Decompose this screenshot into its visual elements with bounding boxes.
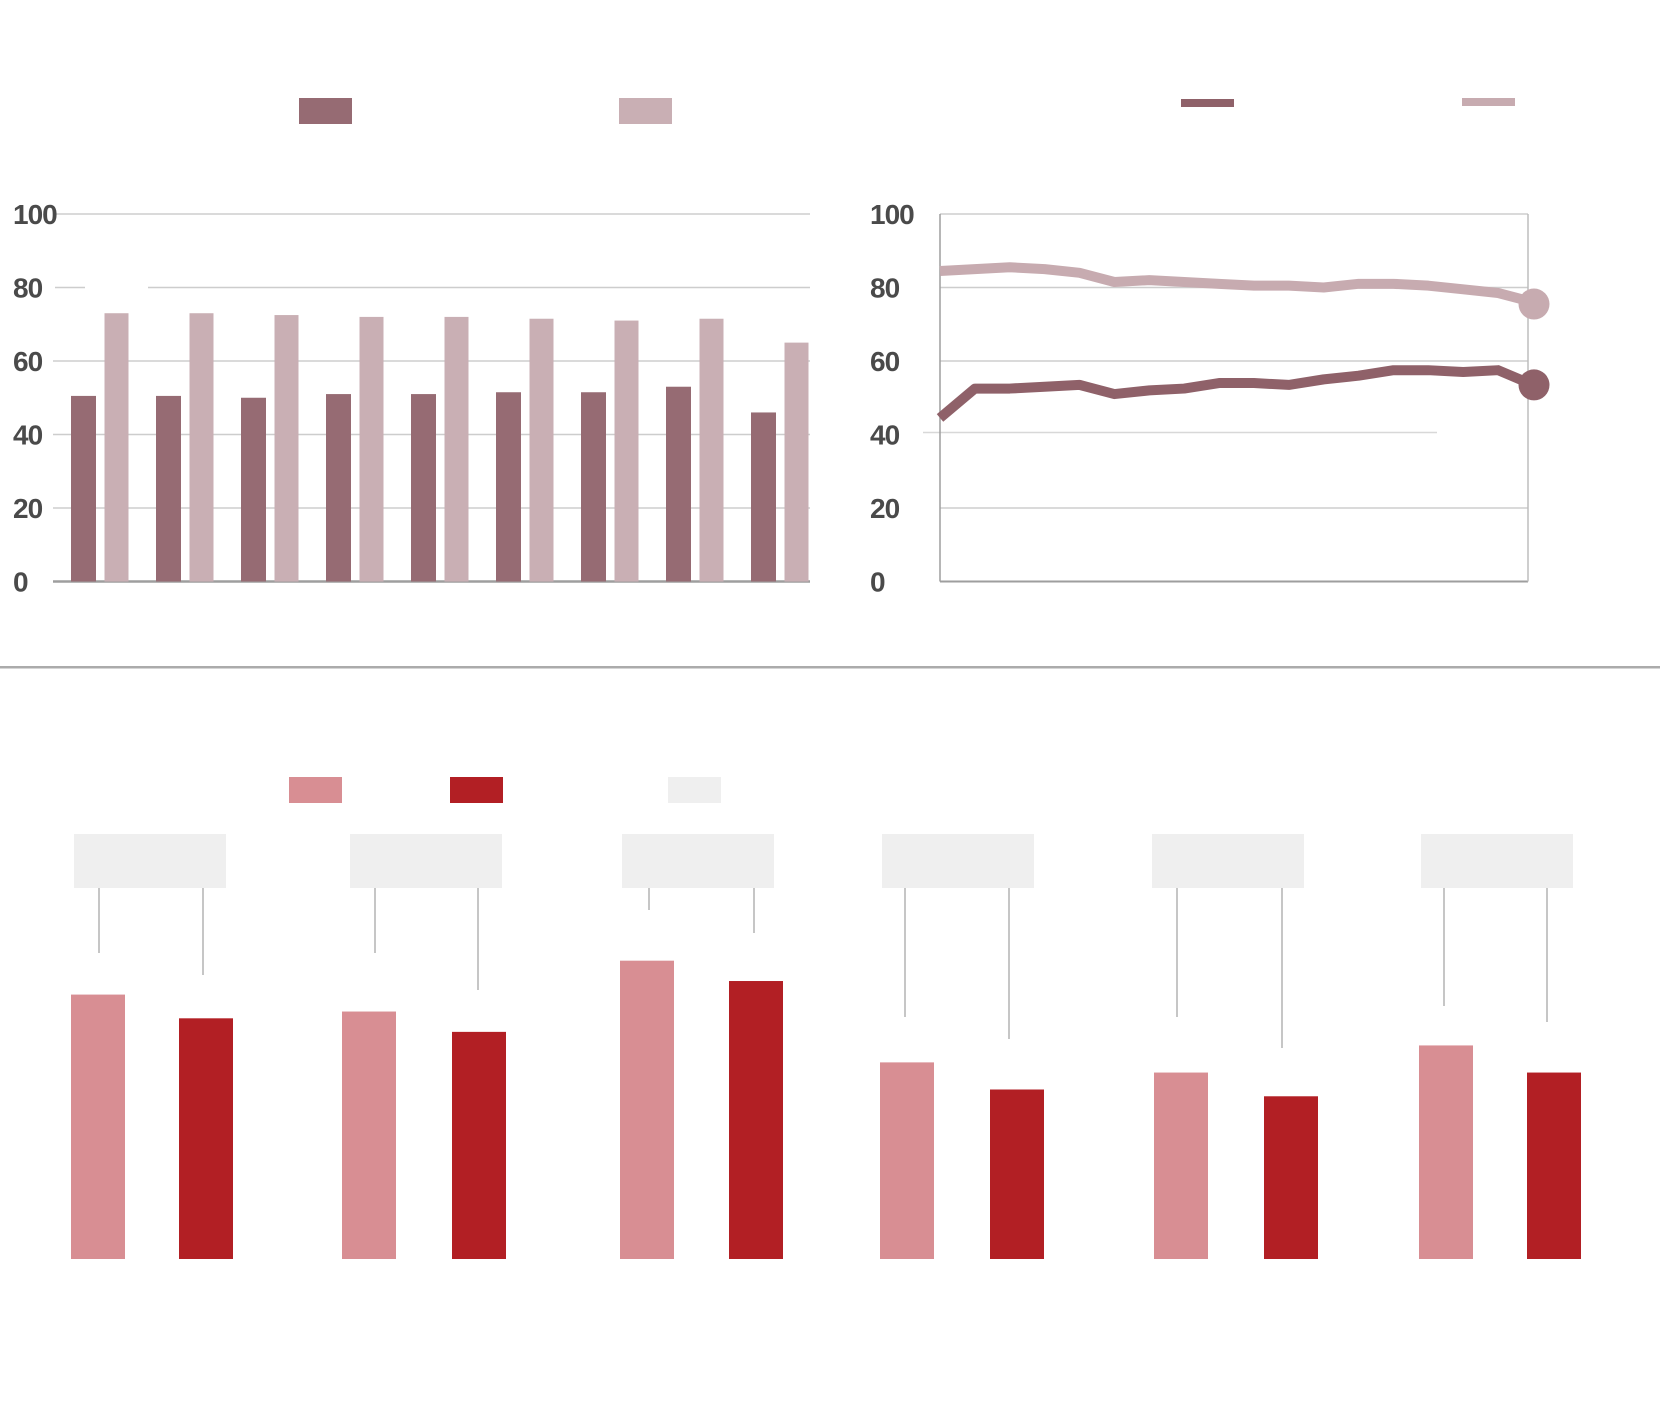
annotation-box: [1152, 834, 1304, 888]
legend-swatch-dark: [299, 98, 352, 124]
bar-dark: [326, 394, 351, 582]
legend-swatch-pink: [289, 777, 342, 803]
bar-dark: [241, 397, 266, 582]
bar-dark: [496, 392, 521, 582]
bar-pink: [880, 1062, 934, 1259]
y-tick-label: 80: [13, 273, 43, 304]
bar-dark: [666, 386, 691, 582]
legend-swatch-line-light: [1462, 98, 1515, 106]
bar-dark: [581, 392, 606, 582]
y-tick-label: 100: [870, 199, 914, 230]
bar-light: [444, 316, 469, 582]
bar-pink: [1419, 1045, 1473, 1259]
legend-swatch-line-dark: [1181, 99, 1234, 107]
bar-light: [104, 313, 129, 582]
bottom-chart: [71, 777, 1581, 1259]
section-divider: [0, 666, 1660, 669]
bar-pink: [1154, 1072, 1208, 1259]
legend-swatch-red: [450, 777, 503, 803]
bar-light: [614, 320, 639, 582]
y-tick-label: 0: [870, 567, 885, 598]
bar-pink: [71, 994, 125, 1259]
top-left-chart: 0 20 40 60 80 100: [13, 98, 810, 598]
bar-light: [359, 316, 384, 582]
bar-red: [179, 1018, 233, 1259]
bar-light: [274, 315, 299, 582]
line-light-end-dot: [1518, 288, 1550, 320]
annotation-box: [350, 834, 502, 888]
y-tick-label: 100: [13, 199, 57, 230]
bar-pink: [620, 960, 674, 1259]
y-tick-label: 0: [13, 567, 28, 598]
legend-swatch-light: [619, 98, 672, 124]
bar-dark: [751, 412, 776, 582]
bar-pink: [342, 1011, 396, 1259]
annotation-box: [74, 834, 226, 888]
bar-dark: [156, 395, 181, 582]
legend-swatch-gray: [668, 777, 721, 803]
bar-dark: [411, 394, 436, 582]
line-light: [939, 262, 1535, 308]
bar-red: [729, 981, 783, 1259]
bar-light: [529, 318, 554, 582]
bar-light: [189, 313, 214, 582]
y-tick-label: 20: [13, 493, 43, 524]
bar-red: [990, 1089, 1044, 1259]
line-dark-end-dot: [1518, 369, 1550, 401]
bar-light: [784, 342, 809, 582]
annotation-box: [882, 834, 1034, 888]
y-tick-label: 60: [13, 346, 43, 377]
annotation-box: [1421, 834, 1573, 888]
y-tick-label: 60: [870, 346, 900, 377]
top-right-chart: 0 20 40 60 80 100: [870, 98, 1550, 598]
bar-dark: [71, 395, 96, 582]
bar-red: [1527, 1072, 1581, 1259]
bar-red: [1264, 1096, 1318, 1259]
bar-light: [699, 318, 724, 582]
y-tick-label: 40: [870, 420, 900, 451]
y-tick-label: 80: [870, 273, 900, 304]
bar-red: [452, 1031, 506, 1259]
annotation-box: [622, 834, 774, 888]
y-tick-label: 20: [870, 493, 900, 524]
line-dark: [936, 365, 1535, 422]
y-tick-label: 40: [13, 420, 43, 451]
